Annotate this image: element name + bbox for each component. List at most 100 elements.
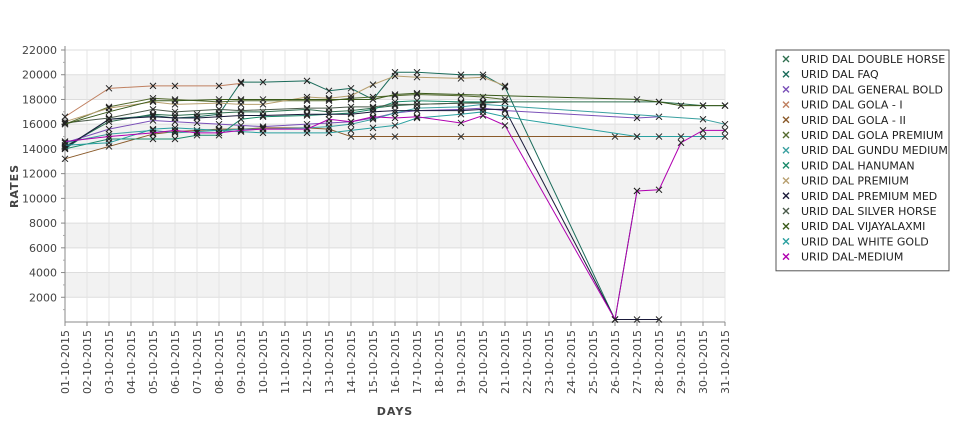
data-point-marker: [413, 107, 421, 114]
x-tick-label: 18-10-2015: [433, 330, 446, 394]
data-point-marker: [721, 133, 729, 140]
data-point-marker: [457, 75, 465, 82]
legend-item: URID DAL FAQ: [782, 68, 879, 81]
legend-label: URID DAL GOLA - I: [801, 99, 903, 112]
series-group: [61, 80, 245, 121]
x-tick-label: 11-10-2015: [279, 330, 292, 394]
data-point-marker: [369, 108, 377, 116]
x-tick-label: 03-10-2015: [103, 330, 116, 394]
legend-label: URID DAL WHITE GOLD: [801, 235, 929, 248]
legend-marker: [782, 131, 790, 139]
legend-label: URID DAL PREMIUM: [801, 175, 909, 188]
x-tick-label: 16-10-2015: [389, 330, 402, 394]
data-point-marker: [193, 113, 201, 121]
x-tick-label: 29-10-2015: [675, 330, 688, 394]
data-point-marker: [325, 94, 333, 102]
data-point-marker: [171, 97, 179, 105]
x-tick-label: 24-10-2015: [565, 330, 578, 394]
data-point-marker: [61, 113, 69, 121]
data-point-marker: [347, 96, 355, 103]
y-tick-label: 20000: [22, 69, 57, 82]
y-tick-label: 2000: [29, 291, 57, 304]
legend-item: URID DAL SILVER HORSE: [782, 205, 937, 218]
data-point-marker: [171, 114, 179, 122]
data-point-marker: [215, 113, 223, 121]
data-point-marker: [391, 133, 399, 140]
data-point-marker: [237, 107, 245, 114]
data-point-marker: [237, 128, 245, 135]
data-point-marker: [171, 108, 179, 116]
data-point-marker: [237, 112, 245, 119]
y-tick-label: 18000: [22, 93, 57, 106]
data-point-marker: [215, 96, 223, 103]
data-point-marker: [721, 120, 729, 128]
data-point-marker: [699, 127, 707, 134]
data-point-marker: [721, 127, 729, 134]
series-line: [64, 127, 637, 160]
data-point-marker: [259, 112, 267, 119]
legend-item: URID DAL PREMIUM: [782, 175, 909, 188]
x-tick-label: 08-10-2015: [213, 330, 226, 394]
data-point-marker: [479, 112, 487, 119]
y-tick-label: 12000: [22, 168, 57, 181]
legend-marker: [782, 146, 790, 154]
data-point-marker: [501, 105, 509, 113]
data-point-marker: [193, 129, 201, 137]
data-point-marker: [105, 125, 113, 133]
data-point-marker: [61, 155, 69, 163]
data-point-marker: [325, 129, 333, 137]
data-point-marker: [633, 96, 641, 103]
data-point-marker: [193, 119, 201, 127]
data-point-marker: [303, 112, 311, 119]
series-line: [64, 108, 659, 321]
data-point-marker: [347, 84, 355, 92]
x-tick-label: 13-10-2015: [323, 330, 336, 394]
x-tick-label: 28-10-2015: [653, 330, 666, 394]
data-point-marker: [61, 138, 69, 145]
y-tick-label: 22000: [22, 44, 57, 57]
data-point-marker: [413, 68, 421, 76]
data-point-marker: [369, 113, 377, 121]
legend-label: URID DAL DOUBLE HORSE: [801, 53, 945, 66]
data-point-marker: [501, 113, 509, 121]
x-tick-label: 09-10-2015: [235, 330, 248, 394]
data-point-marker: [325, 123, 333, 131]
data-point-marker: [347, 127, 355, 134]
legend-marker: [782, 161, 790, 169]
legend-item: URID DAL GOLA PREMIUM: [782, 129, 943, 142]
data-point-marker: [149, 97, 157, 105]
legend-item: URID DAL PREMIUM MED: [782, 190, 937, 203]
data-point-marker: [655, 98, 663, 106]
legend-label: URID DAL PREMIUM MED: [801, 190, 937, 203]
data-point-marker: [369, 133, 377, 140]
data-point-marker: [655, 186, 663, 194]
legend-item: URID DAL GOLA - I: [782, 99, 903, 112]
data-point-marker: [237, 127, 245, 134]
data-point-marker: [149, 112, 157, 119]
data-point-marker: [391, 91, 399, 98]
legend-item: URID DAL WHITE GOLD: [782, 235, 929, 248]
x-tick-label: 27-10-2015: [631, 330, 644, 394]
x-tick-labels: 01-10-2015 02-10-2015 03-10-2015 04-10-2015…: [59, 322, 732, 394]
x-tick-label: 12-10-2015: [301, 330, 314, 394]
data-point-marker: [633, 133, 641, 140]
data-series: [61, 68, 729, 323]
data-point-marker: [171, 127, 179, 134]
data-point-marker: [391, 114, 399, 122]
legend-marker: [782, 253, 790, 261]
data-point-marker: [479, 73, 487, 81]
data-point-marker: [413, 101, 421, 108]
data-point-marker: [369, 103, 377, 111]
data-point-marker: [303, 77, 311, 85]
x-tick-label: 02-10-2015: [81, 330, 94, 394]
data-point-marker: [457, 99, 465, 107]
x-axis-label: DAYS: [377, 405, 413, 418]
legend-marker: [782, 192, 790, 200]
legend-box: [775, 49, 950, 272]
legend-marker: [782, 177, 790, 185]
x-tick-label: 05-10-2015: [147, 330, 160, 394]
legend-marker: [782, 237, 790, 245]
legend-item: URID DAL-MEDIUM: [782, 251, 903, 264]
data-point-marker: [413, 91, 421, 98]
data-point-marker: [303, 96, 311, 103]
